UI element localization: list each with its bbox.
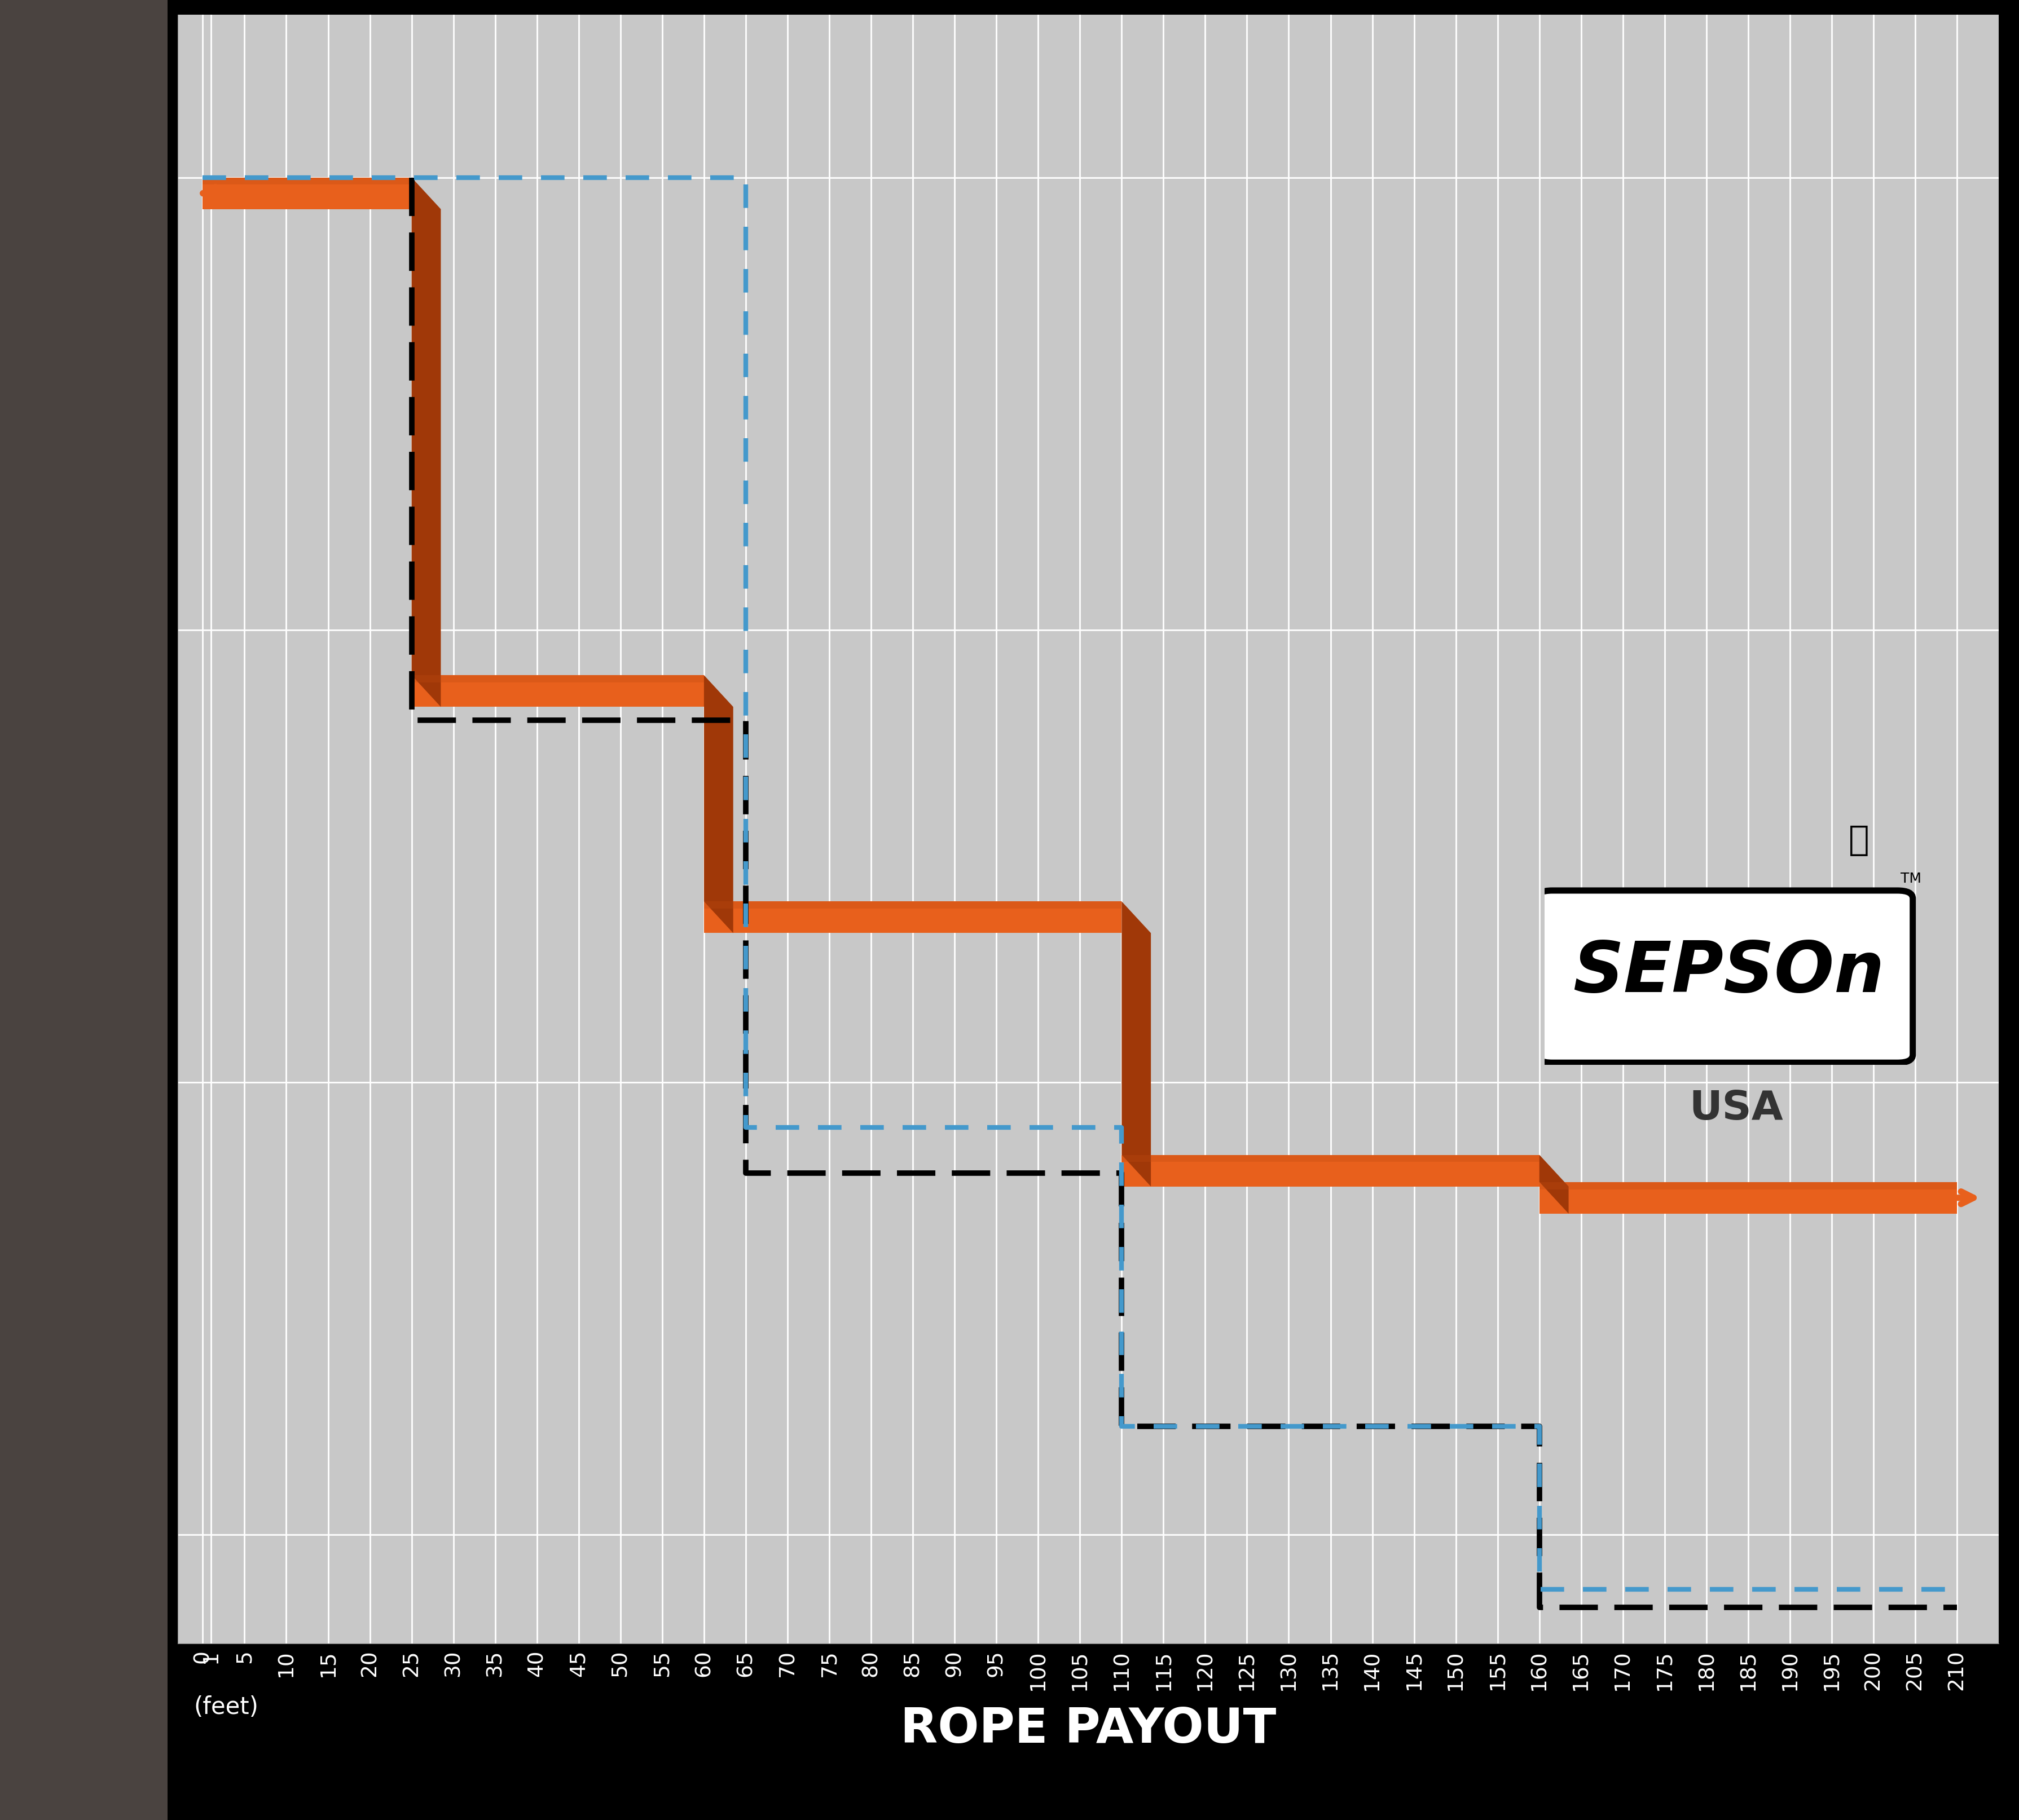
- Polygon shape: [412, 178, 440, 706]
- Polygon shape: [1123, 901, 1151, 1187]
- Polygon shape: [202, 178, 1956, 1214]
- Text: 🧍: 🧍: [1849, 824, 1870, 857]
- Polygon shape: [1538, 1154, 1569, 1214]
- Polygon shape: [412, 675, 705, 682]
- Polygon shape: [1123, 1154, 1538, 1161]
- FancyBboxPatch shape: [1536, 890, 1912, 1063]
- X-axis label: ROPE PAYOUT: ROPE PAYOUT: [900, 1705, 1276, 1753]
- Y-axis label: PULLING CAPACITY: PULLING CAPACITY: [0, 571, 12, 1087]
- Text: TM: TM: [1900, 872, 1922, 885]
- Polygon shape: [705, 675, 733, 934]
- Text: USA: USA: [1690, 1090, 1783, 1128]
- Polygon shape: [705, 901, 1123, 908]
- Polygon shape: [202, 178, 412, 184]
- Text: (feet): (feet): [194, 1694, 258, 1720]
- Polygon shape: [1538, 1181, 1956, 1188]
- Text: SEPSOn: SEPSOn: [1573, 939, 1884, 1006]
